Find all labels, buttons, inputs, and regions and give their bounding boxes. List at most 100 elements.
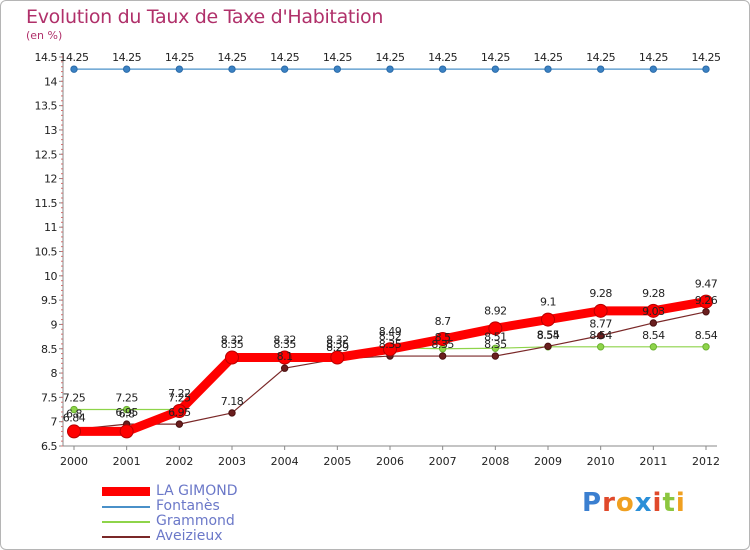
data-label-grammond: 8.5 bbox=[435, 331, 451, 344]
data-label-fontan-s: 14.25 bbox=[323, 51, 352, 64]
data-label-fontan-s: 14.25 bbox=[692, 51, 721, 64]
y-tick-label: 13 bbox=[44, 124, 57, 137]
data-point-la-gimond bbox=[119, 424, 134, 439]
data-label-fontan-s: 14.25 bbox=[112, 51, 141, 64]
data-label-grammond: 8.54 bbox=[642, 329, 665, 342]
data-label-fontan-s: 14.25 bbox=[376, 51, 405, 64]
data-label-la-gimond: 7.22 bbox=[168, 387, 191, 400]
legend-label: Aveizieux bbox=[156, 528, 223, 544]
logo-letter: t bbox=[662, 488, 676, 518]
data-label-grammond: 7.25 bbox=[168, 392, 191, 405]
x-tick-label: 2006 bbox=[376, 455, 404, 468]
data-point-la-gimond bbox=[172, 403, 187, 418]
legend-swatch-la-gimond bbox=[102, 487, 150, 496]
data-label-grammond: 8.54 bbox=[537, 329, 560, 342]
data-label-la-gimond: 8.32 bbox=[326, 334, 349, 347]
data-point-la-gimond bbox=[330, 350, 345, 365]
data-label-fontan-s: 14.25 bbox=[586, 51, 615, 64]
logo-letter: i bbox=[652, 488, 663, 518]
data-label-grammond: 7.25 bbox=[115, 392, 138, 405]
logo-letter: o bbox=[615, 488, 635, 518]
data-point-la-gimond bbox=[488, 321, 503, 336]
data-label-fontan-s: 14.25 bbox=[165, 51, 194, 64]
data-label-fontan-s: 14.25 bbox=[60, 51, 89, 64]
y-tick-label: 6.5 bbox=[41, 440, 57, 453]
legend-label: LA GIMOND bbox=[156, 483, 238, 499]
legend-swatch-fontanes bbox=[102, 505, 150, 508]
chart-unit-label: (en %) bbox=[26, 29, 63, 42]
data-label-aveizieux: 8.35 bbox=[484, 338, 507, 351]
x-tick-label: 2007 bbox=[429, 455, 457, 468]
y-tick-label: 12.5 bbox=[35, 148, 58, 161]
data-label-aveizieux: 8.35 bbox=[431, 338, 454, 351]
y-tick-label: 9 bbox=[51, 318, 58, 331]
data-point-la-gimond bbox=[435, 332, 450, 347]
x-tick-label: 2004 bbox=[271, 455, 299, 468]
legend-item-aveizieux: Aveizieux bbox=[102, 529, 237, 544]
x-tick-label: 2012 bbox=[692, 455, 720, 468]
legend-label: Grammond bbox=[156, 513, 235, 529]
logo-letter: r bbox=[602, 488, 616, 518]
data-label-grammond: 8.35 bbox=[221, 338, 244, 351]
data-point-aveizieux bbox=[649, 319, 658, 327]
y-tick-label: 11 bbox=[44, 221, 57, 234]
y-tick-label: 7.5 bbox=[41, 391, 57, 404]
data-point-fontan-s bbox=[122, 65, 131, 73]
y-tick-label: 9.5 bbox=[41, 294, 57, 307]
data-label-aveizieux: 6.95 bbox=[115, 406, 138, 419]
data-label-aveizieux: 6.95 bbox=[168, 406, 191, 419]
data-point-grammond bbox=[596, 343, 605, 351]
logo-letter: i bbox=[675, 488, 686, 518]
data-label-grammond: 8.54 bbox=[589, 329, 612, 342]
y-tick-label: 10.5 bbox=[35, 246, 58, 259]
data-label-grammond: 8.35 bbox=[326, 338, 349, 351]
y-tick-label: 11.5 bbox=[35, 197, 58, 210]
data-label-fontan-s: 14.25 bbox=[428, 51, 457, 64]
data-label-la-gimond: 8.32 bbox=[273, 334, 296, 347]
legend-swatch-grammond bbox=[102, 520, 150, 523]
y-tick-label: 14 bbox=[44, 75, 57, 88]
y-tick-label: 14.5 bbox=[35, 51, 58, 64]
x-tick-label: 2010 bbox=[587, 455, 615, 468]
data-label-aveizieux: 6.84 bbox=[63, 411, 86, 424]
data-point-la-gimond bbox=[67, 424, 81, 439]
data-point-fontan-s bbox=[491, 65, 500, 73]
data-label-aveizieux: 9.26 bbox=[695, 294, 718, 307]
data-label-la-gimond: 8.92 bbox=[484, 304, 507, 317]
y-tick-label: 8 bbox=[51, 367, 58, 380]
data-point-aveizieux bbox=[228, 409, 236, 417]
data-label-aveizieux: 8.77 bbox=[589, 318, 612, 331]
legend-label: Fontanès bbox=[156, 498, 220, 514]
data-label-la-gimond: 6.8 bbox=[66, 407, 82, 420]
data-label-la-gimond: 6.8 bbox=[119, 407, 135, 420]
legend-item-grammond: Grammond bbox=[102, 514, 237, 529]
data-point-fontan-s bbox=[228, 65, 236, 73]
data-point-grammond bbox=[649, 343, 658, 351]
y-tick-label: 10 bbox=[44, 270, 57, 283]
data-label-grammond: 8.52 bbox=[379, 330, 402, 343]
data-point-fontan-s bbox=[70, 65, 78, 73]
logo-letter: P bbox=[582, 488, 603, 518]
data-label-aveizieux: 7.18 bbox=[221, 395, 244, 408]
data-label-la-gimond: 8.7 bbox=[435, 315, 451, 328]
x-tick-label: 2009 bbox=[534, 455, 562, 468]
data-label-fontan-s: 14.25 bbox=[270, 51, 299, 64]
legend-swatch-aveizieux bbox=[102, 535, 150, 538]
data-label-grammond: 8.35 bbox=[273, 338, 296, 351]
logo-letter: x bbox=[634, 488, 653, 518]
data-label-la-gimond: 9.28 bbox=[642, 287, 665, 300]
data-label-la-gimond: 8.32 bbox=[221, 334, 244, 347]
data-point-fontan-s bbox=[649, 65, 658, 73]
data-point-fontan-s bbox=[438, 65, 447, 73]
data-label-aveizieux: 9.03 bbox=[642, 305, 665, 318]
x-tick-label: 2000 bbox=[60, 455, 88, 468]
data-point-fontan-s bbox=[544, 65, 552, 73]
data-point-la-gimond bbox=[541, 312, 555, 327]
x-tick-label: 2011 bbox=[639, 455, 667, 468]
data-label-la-gimond: 9.1 bbox=[540, 296, 556, 309]
x-tick-label: 2003 bbox=[218, 455, 246, 468]
data-label-grammond: 8.54 bbox=[695, 329, 718, 342]
data-point-la-gimond bbox=[646, 303, 661, 318]
